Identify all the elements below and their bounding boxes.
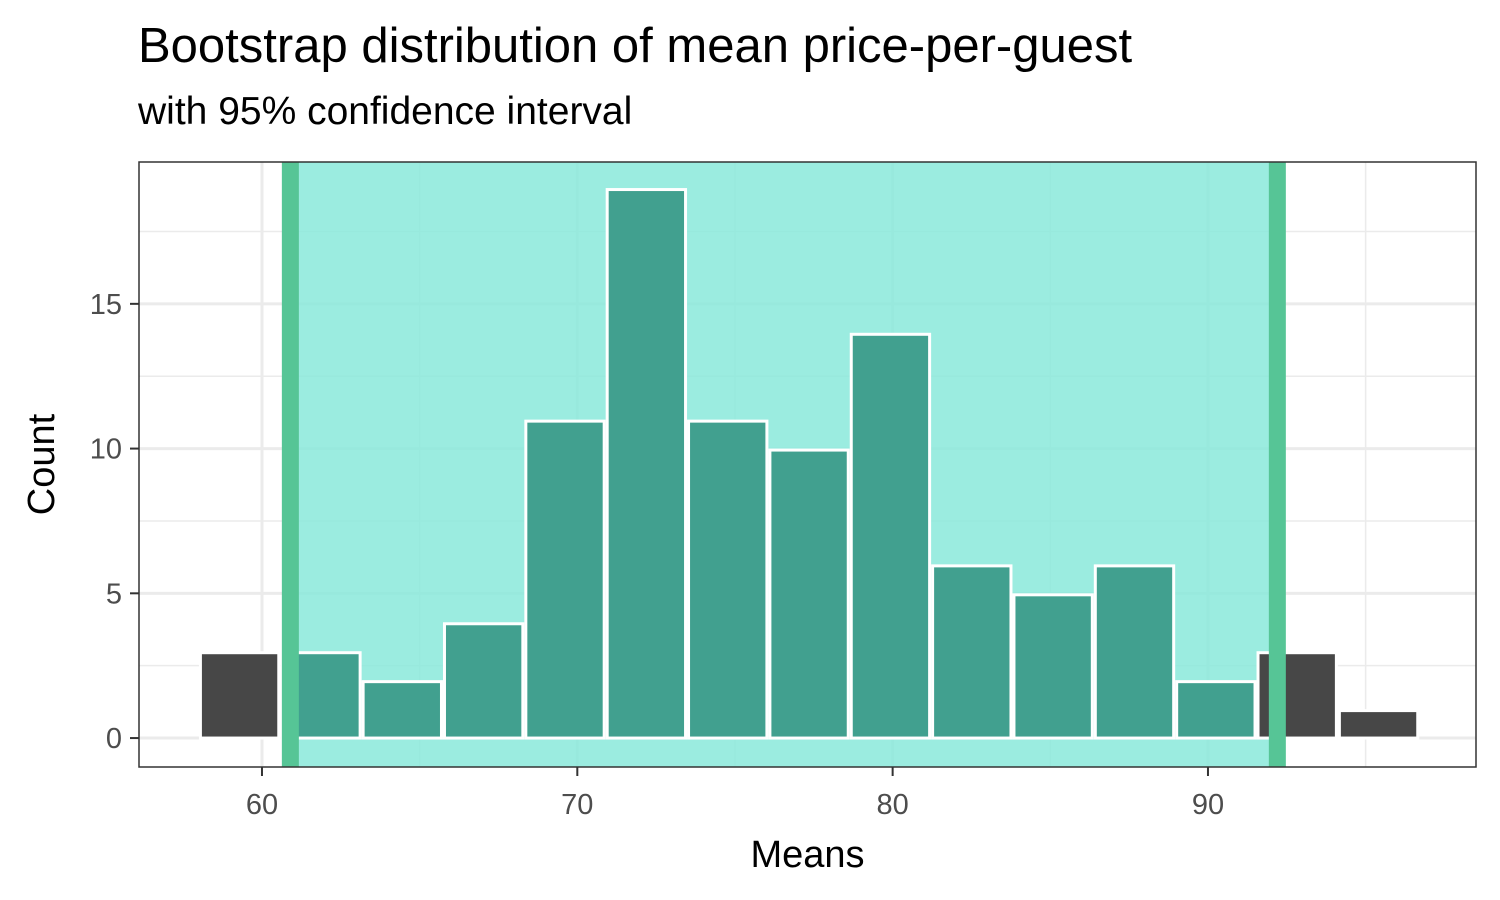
y-tick-label: 10 xyxy=(90,434,122,466)
histogram-bar xyxy=(849,332,932,740)
histogram-bar xyxy=(1012,593,1094,740)
x-axis-title: Means xyxy=(750,834,864,876)
histogram-bar xyxy=(1093,564,1176,740)
histogram-bar xyxy=(442,622,525,740)
histogram-bar xyxy=(198,651,281,740)
axes: 60 70 80 90 0 5 10 15 xyxy=(90,289,1224,821)
histogram-bar xyxy=(605,188,688,740)
histogram-bar xyxy=(524,419,606,740)
histogram-bar xyxy=(1337,709,1420,740)
y-tick-label: 0 xyxy=(106,723,122,755)
panel-border xyxy=(138,161,1477,768)
histogram-bars xyxy=(198,188,1420,740)
x-tick-label: 60 xyxy=(246,789,278,821)
x-tick-label: 80 xyxy=(877,789,909,821)
x-tick-label: 70 xyxy=(561,789,593,821)
histogram-bar xyxy=(768,448,850,740)
histogram-bar xyxy=(931,564,1013,740)
x-tick-label: 90 xyxy=(1192,789,1224,821)
histogram-bar xyxy=(687,419,769,740)
y-tick-label: 15 xyxy=(90,289,122,321)
confidence-interval-bounds xyxy=(281,162,1286,767)
histogram-bar xyxy=(1175,680,1257,740)
y-tick-label: 5 xyxy=(106,578,122,610)
histogram-bar xyxy=(361,680,443,740)
chart-title: Bootstrap distribution of mean price-per… xyxy=(138,19,1133,73)
y-axis-title: Count xyxy=(21,413,63,515)
chart-subtitle: with 95% confidence interval xyxy=(138,90,633,133)
